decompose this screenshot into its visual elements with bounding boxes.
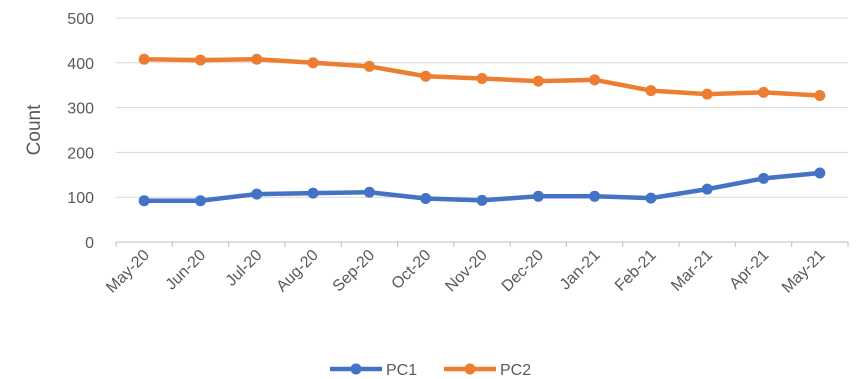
data-point	[758, 172, 770, 184]
data-point	[363, 186, 375, 198]
x-tick-label: Mar-21	[668, 247, 716, 295]
x-tick-label: May-20	[103, 247, 153, 297]
data-point	[589, 74, 601, 86]
legend-marker	[350, 363, 362, 375]
x-tick-label: Oct-20	[389, 247, 435, 293]
x-axis-ticks: May-20 Jun-20 Jul-20 Aug-20 Sep-20 Oct-20 Nov-…	[103, 247, 829, 297]
y-tick-label: 300	[67, 101, 94, 118]
data-point	[701, 88, 713, 100]
legend: PC1 PC2	[330, 362, 531, 379]
x-tick-label: May-21	[779, 247, 829, 297]
y-tick-label: 100	[67, 190, 94, 207]
y-axis-title: Count	[24, 104, 45, 155]
y-tick-label: 500	[67, 11, 94, 28]
data-point	[138, 195, 150, 207]
data-point	[251, 53, 263, 65]
data-point	[758, 86, 770, 98]
x-axis	[115, 241, 849, 247]
legend-item-pc2: PC2	[444, 362, 531, 379]
data-point	[194, 195, 206, 207]
data-point	[701, 183, 713, 195]
data-point	[194, 54, 206, 66]
series-pc2	[138, 53, 826, 102]
y-tick-label: 200	[67, 145, 94, 162]
x-tick-label: Jul-20	[223, 247, 266, 290]
y-axis-ticks: 0 100 200 300 400 500	[67, 11, 94, 252]
x-tick-label: Apr-21	[726, 247, 772, 293]
data-point	[251, 188, 263, 200]
x-tick-label: Dec-20	[499, 247, 548, 296]
data-point	[814, 90, 826, 102]
data-point	[138, 53, 150, 65]
data-point	[476, 72, 488, 84]
x-tick-label: Jan-21	[557, 247, 604, 294]
x-tick-label: Jun-20	[163, 247, 210, 294]
x-tick-label: Nov-20	[442, 247, 491, 296]
data-point	[307, 57, 319, 69]
data-point	[307, 187, 319, 199]
y-tick-label: 0	[85, 235, 94, 252]
data-point	[420, 70, 432, 82]
data-point	[476, 194, 488, 206]
data-point	[420, 193, 432, 205]
data-point	[363, 60, 375, 72]
data-point	[645, 85, 657, 97]
legend-label: PC1	[386, 362, 417, 379]
data-point	[532, 190, 544, 202]
x-tick-label: Feb-21	[612, 247, 660, 295]
series-pc1	[138, 167, 826, 207]
x-tick-label: Sep-20	[330, 247, 379, 296]
gridlines	[116, 17, 848, 198]
legend-marker	[464, 363, 476, 375]
data-point	[645, 192, 657, 204]
data-point	[589, 190, 601, 202]
legend-item-pc1: PC1	[330, 362, 417, 379]
legend-label: PC2	[500, 362, 531, 379]
series-group	[138, 53, 826, 207]
data-point	[814, 167, 826, 179]
y-tick-label: 400	[67, 56, 94, 73]
x-tick-label: Aug-20	[273, 247, 322, 296]
data-point	[532, 75, 544, 87]
